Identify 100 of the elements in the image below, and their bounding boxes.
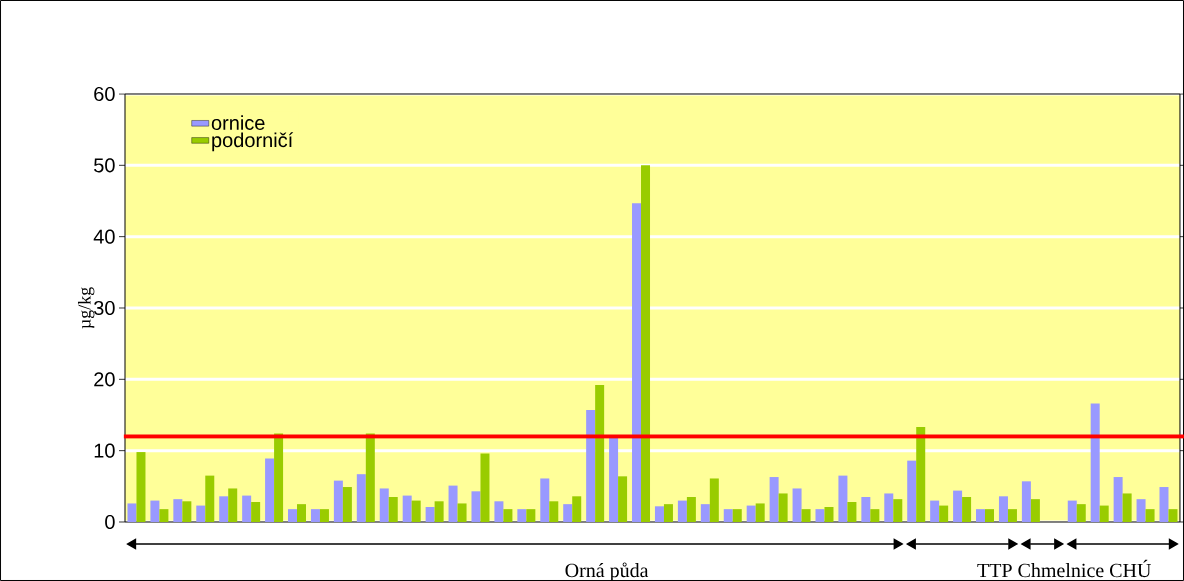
bar — [1007, 509, 1017, 522]
bar — [572, 496, 582, 522]
y-tick-label: 60 — [94, 86, 115, 102]
y-tick-label: 50 — [94, 158, 115, 173]
bar — [333, 480, 343, 522]
bar — [457, 503, 467, 522]
bar — [563, 504, 573, 522]
bar — [609, 437, 619, 522]
bar — [242, 495, 252, 522]
y-tick-label: 10 — [94, 443, 115, 458]
bar — [159, 509, 169, 522]
bar — [402, 495, 412, 522]
text: TTP — [977, 563, 1012, 577]
bar — [1099, 505, 1109, 522]
bar — [632, 203, 642, 522]
bar — [1136, 499, 1146, 522]
bar — [861, 497, 871, 522]
legend-label: ornice — [211, 115, 265, 130]
bar — [150, 500, 160, 522]
bar — [778, 493, 788, 522]
bar — [998, 496, 1008, 522]
bar — [930, 500, 940, 522]
text: Chmelnice — [1018, 563, 1104, 578]
bar — [755, 503, 765, 522]
bar — [1113, 477, 1123, 522]
bar — [388, 497, 398, 522]
bar — [732, 509, 742, 522]
bar — [723, 509, 733, 522]
bar — [641, 165, 651, 522]
legend-label: podorničí — [212, 132, 294, 152]
bar — [595, 385, 605, 522]
bar — [1021, 481, 1031, 522]
bar — [319, 509, 329, 522]
bar — [494, 501, 504, 522]
bar — [411, 500, 421, 522]
bar — [586, 409, 596, 522]
bar — [709, 478, 719, 522]
bar — [1090, 403, 1100, 522]
bar — [1067, 500, 1077, 522]
y-axis-title: µg/kg — [77, 287, 95, 329]
bar — [815, 509, 825, 522]
bar — [916, 427, 926, 522]
bar — [1076, 504, 1086, 522]
bar — [746, 505, 756, 522]
bar — [471, 491, 481, 522]
bar — [310, 509, 320, 522]
bar — [907, 460, 917, 522]
bar — [1122, 493, 1132, 522]
bar — [962, 497, 972, 522]
bar — [425, 507, 435, 522]
bar — [540, 478, 550, 522]
y-tick-label: 20 — [94, 372, 115, 387]
bar — [182, 501, 192, 522]
bar — [870, 509, 880, 522]
bar — [127, 503, 137, 522]
bar — [448, 485, 458, 522]
bar — [503, 509, 513, 522]
bar — [549, 501, 559, 522]
bar — [297, 504, 307, 522]
bar — [251, 502, 261, 522]
bar — [939, 505, 949, 522]
bar — [265, 458, 275, 522]
bar — [288, 509, 298, 522]
bar — [205, 475, 215, 522]
bar — [677, 500, 687, 522]
bar — [884, 493, 894, 522]
bar — [342, 487, 352, 522]
bar — [526, 509, 536, 522]
bar — [228, 488, 238, 522]
text: Orná půda — [565, 562, 649, 581]
bar — [663, 504, 673, 522]
bar — [379, 488, 389, 522]
bar — [985, 509, 995, 522]
y-tick-label: 0 — [105, 514, 115, 530]
y-tick-label: 30 — [94, 300, 115, 316]
bar — [136, 452, 146, 522]
bar — [219, 496, 229, 522]
bar — [1168, 509, 1178, 522]
bar — [801, 509, 811, 522]
bar — [1145, 509, 1155, 522]
bar — [517, 509, 527, 522]
y-tick-label: 40 — [93, 229, 115, 244]
bar — [953, 490, 963, 522]
bar — [700, 504, 710, 522]
text: CHÚ — [1110, 559, 1151, 578]
bar — [618, 476, 628, 522]
bar — [1030, 499, 1040, 522]
bar — [976, 509, 986, 522]
bar — [769, 477, 779, 522]
bar — [173, 499, 183, 522]
bar — [1159, 487, 1169, 522]
bar — [838, 475, 848, 522]
bar — [792, 488, 802, 522]
bar — [654, 506, 664, 522]
bar — [893, 499, 903, 522]
bar — [434, 501, 444, 522]
bar — [356, 474, 366, 522]
bar — [480, 453, 490, 522]
bar — [196, 505, 206, 522]
bar — [847, 502, 857, 522]
